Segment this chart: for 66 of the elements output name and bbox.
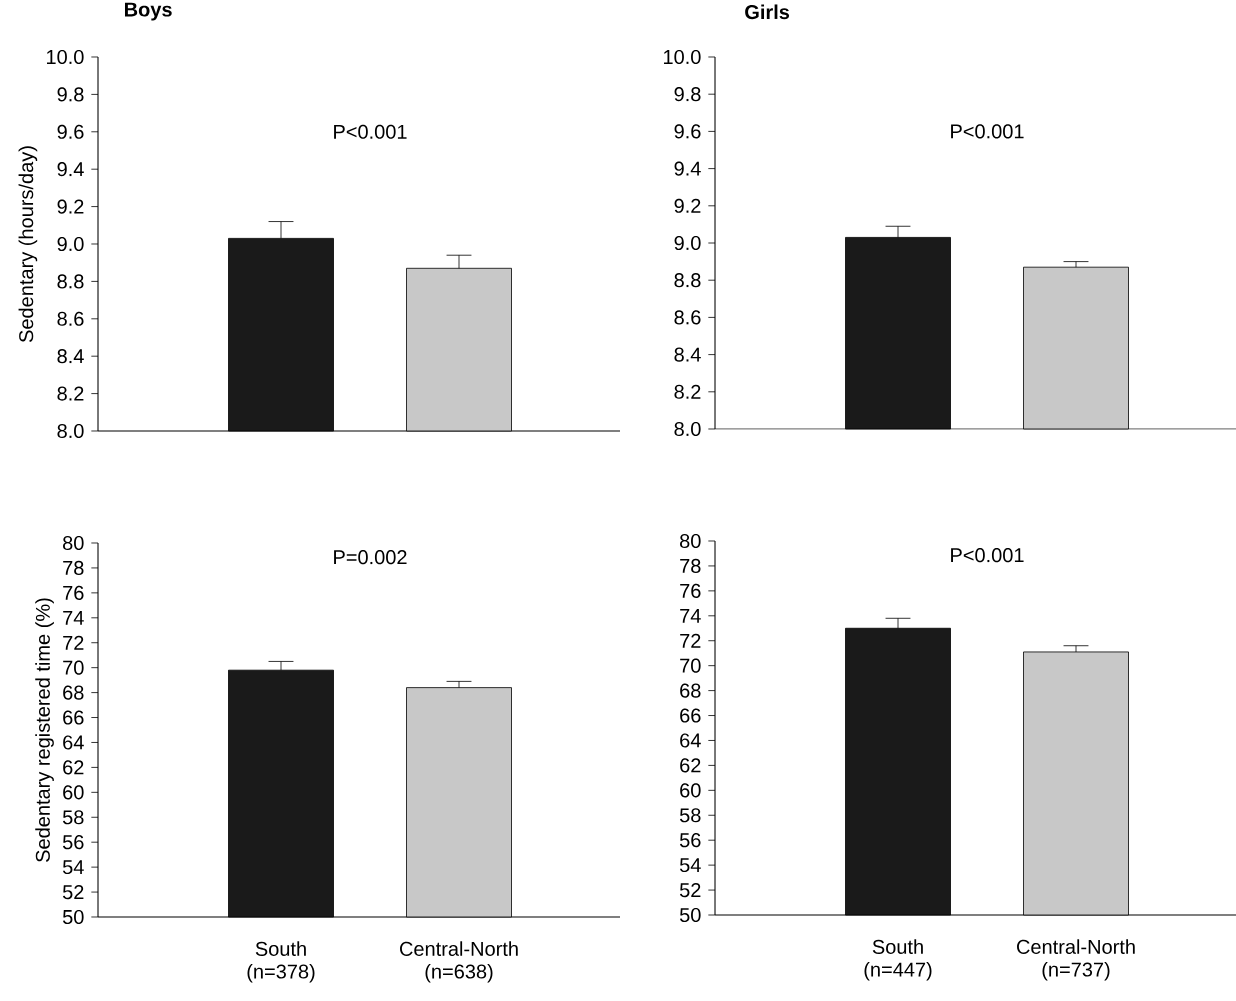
y-tick-label: 8.2 [674,384,701,399]
y-tick-label: 76 [63,585,84,600]
x-tick-label: South (n=447) [864,939,932,981]
y-tick-label: 62 [680,758,701,773]
y-tick-label: 8.8 [674,273,701,288]
y-tick-label: 70 [680,658,701,673]
y-tick-label: 70 [63,660,84,675]
y-tick-label: 9.6 [674,124,701,139]
annotation: P<0.001 [951,548,1024,563]
y-tick-label: 64 [63,735,84,750]
y-tick-label: 58 [62,810,84,825]
y-tick-label: 8.2 [57,386,84,401]
y-tick-label: 78 [680,558,701,574]
y-tick-label: 52 [62,884,84,900]
y-tick-label: 9.8 [57,87,84,102]
annotation: P<0.001 [334,124,407,139]
y-tick-label: 72 [63,635,84,650]
x-tick-label: Central-North (n=638) [400,941,518,983]
x-tick-label: South (n=378) [247,941,315,983]
y-tick-label: 54 [679,858,701,873]
y-tick-label: 80 [680,533,701,549]
y-tick-label: 9.2 [674,198,701,213]
y-tick-label: 8.8 [57,274,84,289]
annotation: P=0.002 [334,550,407,565]
y-tick-label: 9.8 [674,87,701,102]
y-tick-label: 9.0 [57,236,84,252]
y-axis-title: Sedentary (hours/day) [18,146,38,343]
y-tick-label: 50 [62,909,84,925]
y-tick-label: 80 [63,535,84,551]
y-tick-label: 8.6 [674,310,701,325]
y-tick-label: 50 [679,907,701,923]
chart-title: Girls [745,4,790,20]
y-tick-label: 52 [679,882,701,898]
y-tick-label: 8.6 [57,311,84,326]
y-tick-label: 78 [63,560,84,576]
y-tick-label: 68 [63,685,84,700]
y-tick-label: 60 [680,783,701,798]
y-tick-label: 62 [63,760,84,775]
y-tick-label: 9.4 [674,161,701,176]
y-tick-label: 56 [679,833,701,848]
chart-title: Boys [125,2,172,21]
y-tick-label: 66 [63,710,84,725]
y-tick-label: 64 [680,733,701,748]
y-tick-label: 8.0 [674,421,701,437]
y-tick-label: 9.2 [57,199,84,214]
y-tick-label: 66 [680,708,701,723]
y-tick-label: 56 [62,835,84,850]
y-tick-label: 8.4 [674,347,701,362]
y-tick-label: 10.0 [47,49,84,65]
y-axis-title: Sedentary registered time (%) [35,598,54,862]
y-tick-label: 54 [62,860,84,875]
y-tick-label: 74 [63,610,84,625]
y-tick-label: 8.0 [57,423,84,439]
y-tick-label: 10.0 [664,49,701,65]
y-tick-label: 72 [680,633,701,648]
y-tick-label: 9.4 [57,162,84,177]
y-tick-label: 68 [680,683,701,698]
x-tick-label: Central-North (n=737) [1017,939,1135,981]
y-tick-label: 74 [680,608,701,623]
y-tick-label: 9.0 [674,235,701,251]
y-tick-label: 58 [679,808,701,823]
annotation: P<0.001 [951,124,1024,139]
y-tick-label: 8.4 [57,349,84,364]
y-tick-label: 76 [680,583,701,598]
y-tick-label: 9.6 [57,124,84,139]
y-tick-label: 60 [63,785,84,800]
